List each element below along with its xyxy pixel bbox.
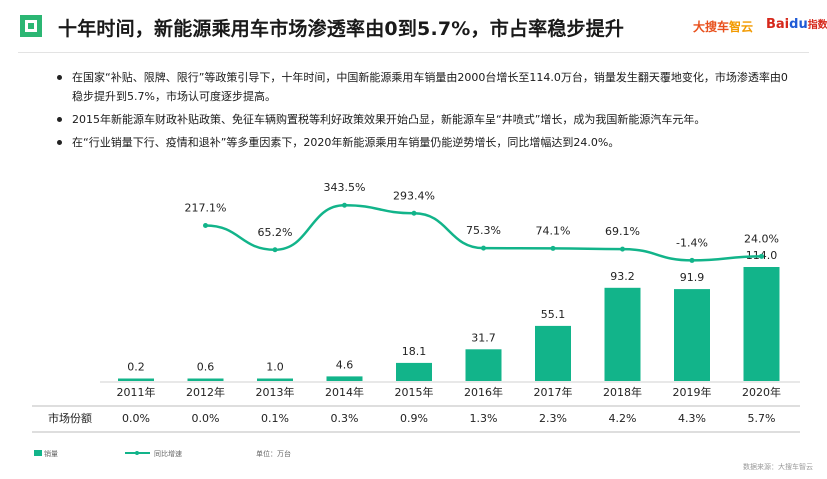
x-tick-label: 2013年 [256,385,295,399]
header-divider [18,52,809,53]
legend-bar-label: 销量 [44,449,58,458]
market-share-value: 4.2% [609,412,637,425]
header: 十年时间，新能源乘用车市场渗透率由0到5.7%，市占率稳步提升 大搜车智云 Ba… [0,0,827,58]
bar-sales [465,349,502,381]
market-share-value: 4.3% [678,412,706,425]
unit-label: 单位：万台 [256,449,291,458]
growth-value-label: 65.2% [258,226,293,239]
bar-sales [674,289,710,381]
bar-value-label: 31.7 [471,331,496,344]
legend-bar-swatch [34,450,42,456]
growth-value-label: 293.4% [393,189,435,202]
x-tick-label: 2020年 [742,385,781,399]
bar-sales [535,325,571,381]
market-share-value: 2.3% [539,412,567,425]
market-share-value: 0.3% [331,412,359,425]
bullet-item: 在“行业销量下行、疫情和退补”等多重因素下，2020年新能源乘用车销量仍能逆势增… [54,133,794,152]
legend-line-marker [135,451,139,455]
growth-line [205,203,762,262]
growth-value-label: 75.3% [466,224,501,237]
market-share-value: 1.3% [470,412,498,425]
x-tick-label: 2019年 [673,385,712,399]
x-tick-label: 2014年 [325,385,364,399]
growth-value-label: 343.5% [324,181,366,194]
market-share-label: 市场份额 [48,411,92,425]
market-share-value: 0.9% [400,412,428,425]
bar-sales [326,376,363,381]
growth-value-label: 69.1% [605,225,640,238]
bar-sales [118,378,154,381]
bar-value-label: 91.9 [680,271,705,284]
bullet-item: 在国家“补贴、限牌、限行”等政策引导下，十年时间，中国新能源乘用车销量由2000… [54,68,794,106]
growth-value-label: -1.4% [676,236,708,249]
page-title: 十年时间，新能源乘用车市场渗透率由0到5.7%，市占率稳步提升 [58,18,625,40]
bar-sales [743,267,780,381]
bar-value-label: 55.1 [541,308,566,321]
growth-point [272,247,278,253]
market-share-value: 5.7% [748,412,776,425]
legend-line-label: 同比增速 [154,449,182,458]
market-share-value: 0.0% [192,412,220,425]
bar-value-label: 4.6 [336,358,354,371]
growth-point [620,246,625,252]
growth-point [203,222,208,228]
bar-sales [396,362,432,381]
growth-point [689,257,695,263]
growth-point [759,253,764,259]
bar-sales [187,378,224,381]
growth-value-label: 74.1% [536,224,571,237]
bar-value-label: 0.6 [197,361,215,374]
x-tick-label: 2011年 [117,385,156,399]
market-share-value: 0.0% [122,412,150,425]
bar-value-label: 0.2 [127,361,145,374]
growth-point [411,210,417,216]
x-tick-label: 2012年 [186,385,225,399]
bar-value-label: 1.0 [266,361,284,374]
x-tick-label: 2016年 [464,385,503,399]
bar-sales [604,287,641,381]
x-tick-label: 2018年 [603,385,642,399]
bar-sales [257,378,293,381]
growth-value-label: 217.1% [185,201,227,214]
bar-value-label: 18.1 [402,345,427,358]
brand-dasouche-logo: 大搜车智云 [693,20,754,34]
bullet-item: 2015年新能源车财政补贴政策、免征车辆购置税等利好政策效果开始凸显，新能源车呈… [54,110,794,129]
brand-baidu-logo: Baidu指数 [766,17,827,32]
brand-logo-icon [20,15,42,37]
growth-point [481,245,486,251]
growth-point [342,202,347,208]
x-tick-label: 2015年 [395,385,434,399]
growth-value-label: 24.0% [744,232,779,245]
source-note: 数据来源：大搜车智云 [743,463,813,471]
bar-value-label: 93.2 [610,270,635,283]
x-tick-label: 2017年 [534,385,573,399]
growth-point [550,245,556,251]
market-share-value: 0.1% [261,412,289,425]
bullet-list: 在国家“补贴、限牌、限行”等政策引导下，十年时间，中国新能源乘用车销量由2000… [54,68,794,156]
